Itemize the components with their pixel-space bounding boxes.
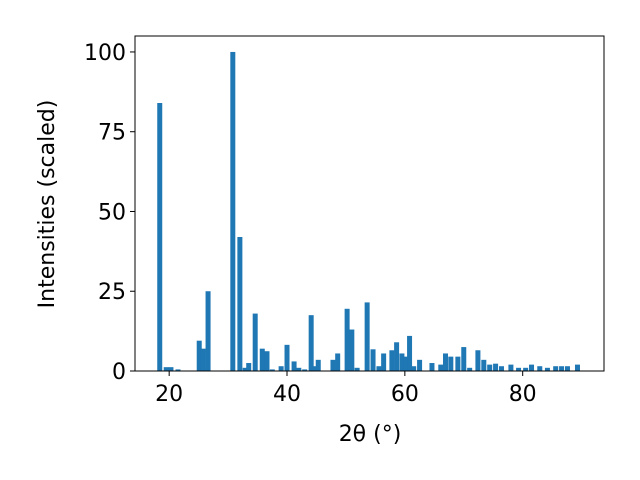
bar	[537, 366, 543, 371]
y-tick-label: 25	[98, 280, 126, 305]
bar	[394, 342, 400, 371]
bar	[544, 367, 550, 371]
bar	[296, 367, 302, 371]
bar	[487, 364, 493, 371]
bar	[376, 366, 382, 371]
bar	[559, 366, 565, 371]
bar	[196, 340, 202, 371]
bar	[564, 366, 570, 371]
bar	[230, 51, 236, 371]
bar	[508, 364, 514, 371]
bar	[370, 349, 376, 371]
bar	[168, 367, 174, 371]
bar	[403, 356, 409, 371]
bar	[364, 302, 370, 371]
bar	[344, 308, 350, 371]
bar	[493, 363, 499, 371]
bar	[252, 313, 258, 371]
bar	[349, 329, 355, 371]
y-tick-label: 0	[112, 360, 126, 385]
bar	[237, 237, 243, 371]
bar	[335, 353, 341, 371]
bar	[498, 366, 504, 371]
bar	[529, 364, 535, 371]
bar	[163, 367, 169, 371]
bar	[246, 363, 252, 371]
bar	[291, 361, 297, 371]
bar	[157, 103, 163, 371]
bar	[389, 350, 395, 371]
bar	[381, 353, 387, 371]
y-tick-label: 75	[98, 121, 126, 146]
bar	[205, 291, 211, 371]
x-tick-label: 80	[509, 382, 537, 407]
bar	[175, 369, 181, 371]
bar	[354, 367, 360, 371]
bar	[399, 353, 405, 371]
bar	[553, 366, 559, 371]
bar	[278, 366, 284, 371]
bar	[411, 366, 417, 371]
bar	[315, 359, 321, 371]
bar	[516, 367, 522, 371]
bar	[302, 369, 308, 371]
bar	[481, 359, 487, 371]
x-tick-label: 20	[155, 382, 183, 407]
bar	[574, 364, 580, 371]
bar	[475, 350, 481, 371]
bar	[407, 335, 413, 371]
bar	[523, 367, 529, 371]
bar	[467, 367, 473, 371]
bar	[269, 369, 275, 371]
y-axis-label: Intensities (scaled)	[35, 100, 60, 309]
bar	[242, 367, 248, 371]
x-axis-label: 2θ (°)	[339, 422, 402, 447]
x-tick-label: 40	[273, 382, 301, 407]
bar	[259, 348, 265, 371]
bar	[461, 347, 467, 371]
bar	[264, 351, 270, 371]
axes-frame	[134, 35, 605, 372]
bar	[443, 353, 449, 371]
bar	[438, 364, 444, 371]
bar	[200, 348, 206, 371]
bar	[417, 359, 423, 371]
y-tick-label: 50	[98, 200, 126, 225]
bar	[455, 356, 461, 371]
bar	[330, 359, 336, 371]
bar	[448, 356, 454, 371]
y-tick-label: 100	[84, 41, 126, 66]
x-tick-label: 60	[391, 382, 419, 407]
bar	[429, 363, 435, 371]
bar	[308, 315, 314, 371]
bar	[284, 344, 290, 371]
